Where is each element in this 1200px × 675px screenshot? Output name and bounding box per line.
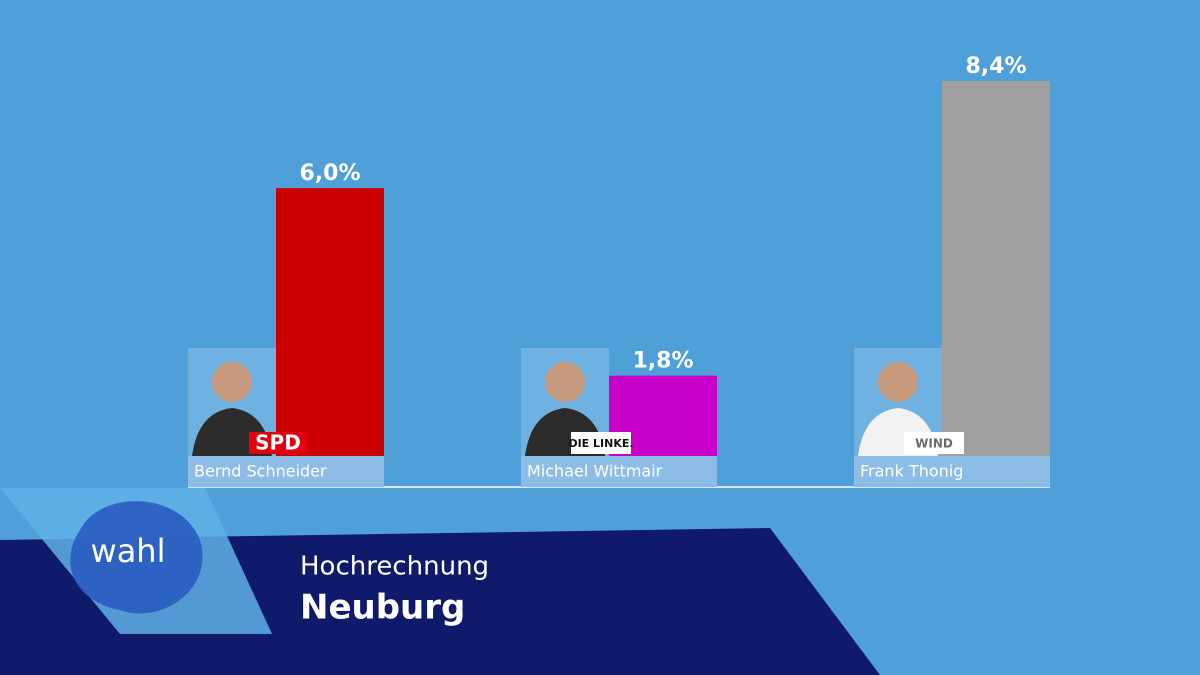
party-name: WIND [915,437,953,451]
bar [942,81,1050,456]
party-logo [904,432,964,454]
name-strip [521,456,717,487]
photo-head [878,362,918,402]
logo-blob [70,501,203,614]
party-name: SPD [255,431,301,455]
brand: wahl [91,532,166,570]
party-logo [571,432,631,454]
party-logo [249,432,307,454]
subtitle: Hochrechnung [300,552,489,582]
bar [276,188,384,456]
candidate-name: Michael Wittmair [527,462,663,481]
name-strip [188,456,384,487]
value-label: 8,4% [965,54,1026,79]
title: Neuburg [300,588,465,628]
name-strip [854,456,1050,487]
value-label: 6,0% [299,161,360,186]
photo-head [545,362,585,402]
photo-head [212,362,252,402]
party-name: DIE LINKE. [568,437,633,450]
candidate-name: Bernd Schneider [194,462,327,481]
candidate-name: Frank Thonig [860,462,963,481]
value-label: 1,8% [632,349,693,374]
